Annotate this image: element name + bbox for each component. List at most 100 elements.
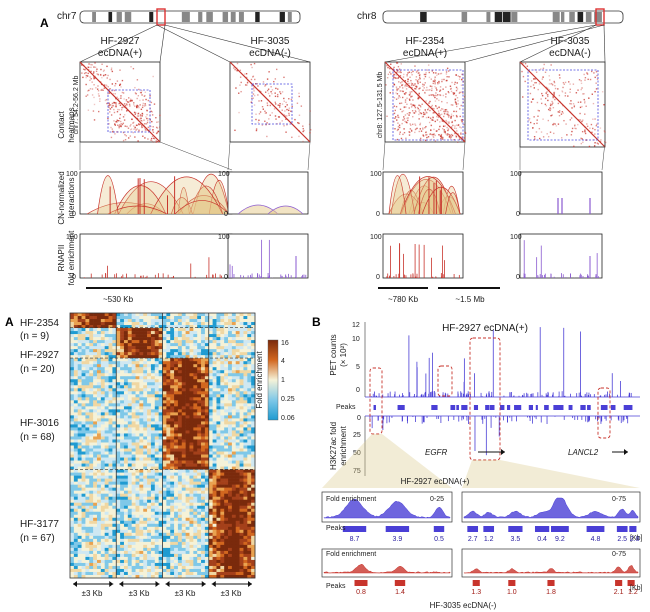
row-label-rnapii-2: fold enrichment [67,230,76,285]
cb-tick-0.06: 0.06 [281,415,295,422]
zoom-labels: Fold enrichment 0-25 0-75 Peaks [Kb] Fol… [326,496,643,592]
peak-tr-7: 2.8 [630,536,640,543]
status-hf2927: ecDNA(+) [98,48,142,59]
status-hf3035-chr8: ecDNA(-) [549,48,591,59]
scalebar-1.5mb: ~1.5 Mb [455,295,485,304]
axis-100-d: 100 [510,171,522,178]
h3k27ac-label: H3K27ac fold [329,422,338,470]
title-hf2927: HF-2927 [101,36,140,47]
peaks-label-b: Peaks [336,404,356,411]
gene-lancl2: LANCL2 [568,448,599,457]
group-hf3177-n: (n = 67) [20,533,55,544]
panel-a2-letter: A [5,315,14,329]
axis-0-f: 0 [224,274,228,281]
scalebar-530kb: ~530 Kb [103,295,134,304]
panel-b-axes: PET counts (× 10²) 12 10 5 0 Peaks H3K27… [329,322,361,475]
cb-title: Fold enrichment [255,351,264,409]
panel-b-title: HF-2927 ecDNA(+) [442,323,528,334]
zoom-bottom-title: HF-3035 ecDNA(-) [430,601,497,610]
ytick-10: 10 [352,336,360,343]
axis-100-f: 100 [218,234,230,241]
panel-a-letter: A [40,16,49,30]
scalebar-780kb: ~780 Kb [388,295,419,304]
axis-100-h: 100 [510,234,522,241]
window-label-2: ±3 Kb [129,589,150,598]
contact-heatmaps [79,61,607,148]
fold-enrichment-heatmap [69,312,256,579]
window-labels: ±3 Kb ±3 Kb ±3 Kb ±3 Kb [73,581,252,598]
row-label-interactions-1: CN-normalized [57,171,66,224]
peak-tr-6: 2.5 [617,536,627,543]
title-hf3035-chr7: HF-3035 [251,36,290,47]
zoom-range-tr: 0-75 [612,496,626,503]
ytick-12: 12 [352,322,360,329]
zoom-range-tl: 0-25 [430,496,444,503]
status-hf3035-chr7: ecDNA(-) [249,48,291,59]
pet-counts-unit: (× 10²) [339,343,348,367]
axis-0-d: 0 [516,211,520,218]
group-hf2354-n: (n = 9) [20,331,49,342]
region-chr8: chr8: 127.5-131.5 Mb [377,72,384,139]
peak-tl-1: 3.9 [393,536,403,543]
ideogram-zoom-lines [79,24,606,63]
zoom-peak-labels: 8.7 3.9 0.5 2.7 1.2 3.5 0.4 9.2 4.8 2.5 2.8 0.8 1.4 1… [350,536,640,596]
peak-br-4: 1.2 [628,589,638,596]
lancl2-arrowhead [624,449,628,455]
pet-counts-label: PET counts [329,334,338,375]
cb-tick-16: 16 [281,340,289,347]
zoom-peaks-top: Peaks [326,525,346,532]
zoom-kb-bottom: [Kb] [630,585,643,592]
colorbar: 16 4 1 0.25 0.06 Fold enrichment [255,339,295,422]
peak-tl-2: 0.5 [434,536,444,543]
peak-tl-0: 8.7 [350,536,360,543]
axis-100-a: 100 [66,171,78,178]
axis-100-e: 100 [66,234,78,241]
title-hf3035-chr8: HF-3035 [551,36,590,47]
group-hf3016: HF-3016 [20,418,59,429]
peak-br-3: 2.1 [614,589,624,596]
egfr-arrowhead [501,449,505,455]
peak-tr-0: 2.7 [468,536,478,543]
chr8-label: chr8 [357,11,377,22]
peak-br-0: 1.3 [471,589,481,596]
sample-titles: HF-2927 ecDNA(+) HF-3035 ecDNA(-) HF-235… [98,36,591,59]
axis-0-b: 0 [224,211,228,218]
peak-tr-2: 3.5 [511,536,521,543]
panel-b-letter: B [312,315,321,329]
axis-0-c: 0 [376,211,380,218]
axis-100-g: 100 [370,234,382,241]
zoom-fold-top: Fold enrichment [326,496,376,503]
status-hf2354: ecDNA(+) [403,48,447,59]
row-label-heatmaps-2: heatmaps [67,107,76,142]
cb-tick-1: 1 [281,377,285,384]
gene-egfr: EGFR [425,448,447,457]
ytick-5: 5 [356,364,360,371]
panel-b-tracks [322,322,640,488]
axis-0-g: 0 [376,274,380,281]
ybtick-25: 25 [353,432,361,439]
row-label-heatmaps-1: Contact [57,110,66,138]
group-hf2927-n: (n = 20) [20,364,55,375]
zoom-top-title: HF-2927 ecDNA(+) [401,477,470,486]
row-label-rnapii-1: RNAPII [57,245,66,272]
ybtick-75: 75 [353,468,361,475]
h3k27ac-label-2: enrichment [339,425,348,465]
window-label-4: ±3 Kb [221,589,242,598]
row-label-interactions-2: interactions [67,178,76,219]
cb-tick-4: 4 [281,358,285,365]
region-chr7: chr7: 54.2-56.2 Mb [73,76,80,135]
group-hf3016-n: (n = 68) [20,432,55,443]
peak-bl-0: 0.8 [356,589,366,596]
group-hf2927: HF-2927 [20,350,59,361]
axis-0-h: 0 [516,274,520,281]
chr7-ideogram [79,8,301,26]
chr8-ideogram [382,8,624,26]
peak-br-1: 1.0 [507,589,517,596]
window-label-3: ±3 Kb [175,589,196,598]
cb-tick-0.25: 0.25 [281,396,295,403]
track-axes: 100 0 100 0 100 0 100 0 100 0 100 0 100 … [66,171,522,281]
axis-100-c: 100 [370,171,382,178]
peak-tr-1: 1.2 [484,536,494,543]
axis-0-e: 0 [72,274,76,281]
